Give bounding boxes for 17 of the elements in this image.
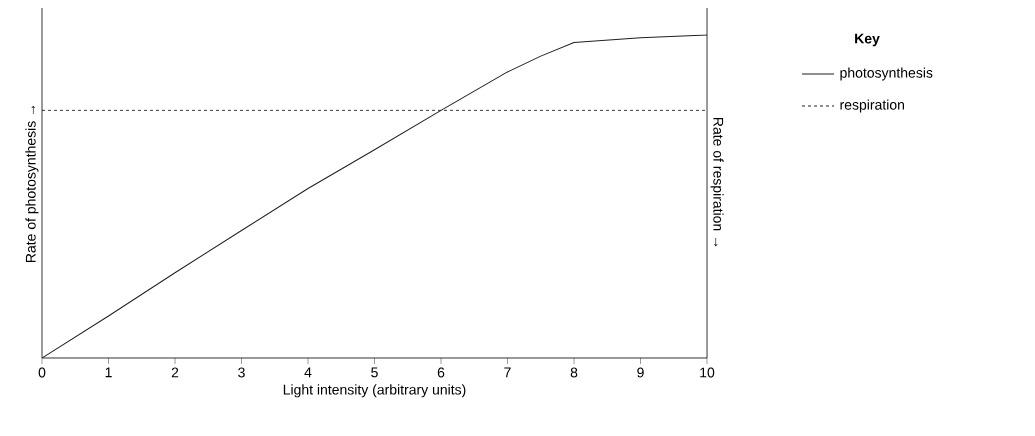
x-tick-label: 10 xyxy=(700,367,715,378)
x-tick-label: 2 xyxy=(171,367,179,378)
y2-axis-title: Rate of respiration → xyxy=(710,118,724,247)
y-axis-title: Rate of photosynthesis → xyxy=(25,105,39,263)
x-tick-label: 8 xyxy=(570,367,578,378)
x-tick-label: 0 xyxy=(38,367,46,378)
x-tick-label: 4 xyxy=(304,367,312,378)
legend-label: photosynthesis xyxy=(840,67,933,81)
x-tick-label: 1 xyxy=(105,367,112,378)
x-tick-label: 3 xyxy=(238,367,245,378)
x-tick-label: 9 xyxy=(637,367,644,378)
legend-label: respiration xyxy=(840,99,904,113)
x-tick-label: 5 xyxy=(371,367,378,378)
legend-title: Key xyxy=(855,33,880,47)
x-axis-title: Light intensity (arbitrary units) xyxy=(283,384,466,398)
x-tick-label: 6 xyxy=(437,367,445,378)
x-tick-label: 7 xyxy=(504,367,511,378)
